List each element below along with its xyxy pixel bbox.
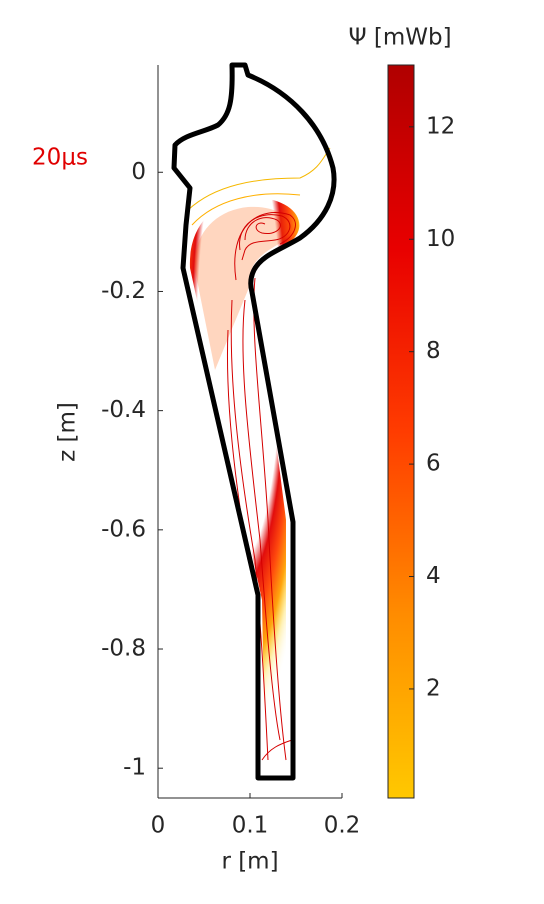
colorbar bbox=[387, 64, 415, 799]
annotation: 20μs bbox=[32, 145, 88, 171]
colorbar-tick-label: 4 bbox=[426, 563, 441, 589]
y-tick-label: -0.2 bbox=[101, 278, 146, 304]
colorbar-tick-label: 2 bbox=[426, 675, 441, 701]
colorbar-tick-label: 6 bbox=[426, 451, 441, 477]
colorbar-title: Ψ [mWb] bbox=[348, 25, 451, 51]
colorbar-tick-label: 10 bbox=[426, 226, 455, 252]
y-tick-label: -0.6 bbox=[101, 516, 146, 542]
y-tick-label: -0.8 bbox=[101, 636, 146, 662]
y-tick-label: -0.4 bbox=[101, 397, 146, 423]
colorbar-tick-label: 12 bbox=[426, 113, 455, 139]
colorbar-tick-label: 8 bbox=[426, 338, 441, 364]
x-axis-label: r [m] bbox=[221, 849, 278, 875]
wall bbox=[171, 62, 337, 781]
x-tick-label: 0.1 bbox=[232, 813, 269, 839]
y-tick-label: -1 bbox=[123, 755, 146, 781]
y-axis-label: z [m] bbox=[55, 402, 81, 462]
y-tick-label: 0 bbox=[131, 159, 146, 185]
x-tick-label: 0.2 bbox=[324, 813, 361, 839]
plasma bbox=[187, 147, 331, 770]
x-tick-label: 0 bbox=[151, 813, 166, 839]
